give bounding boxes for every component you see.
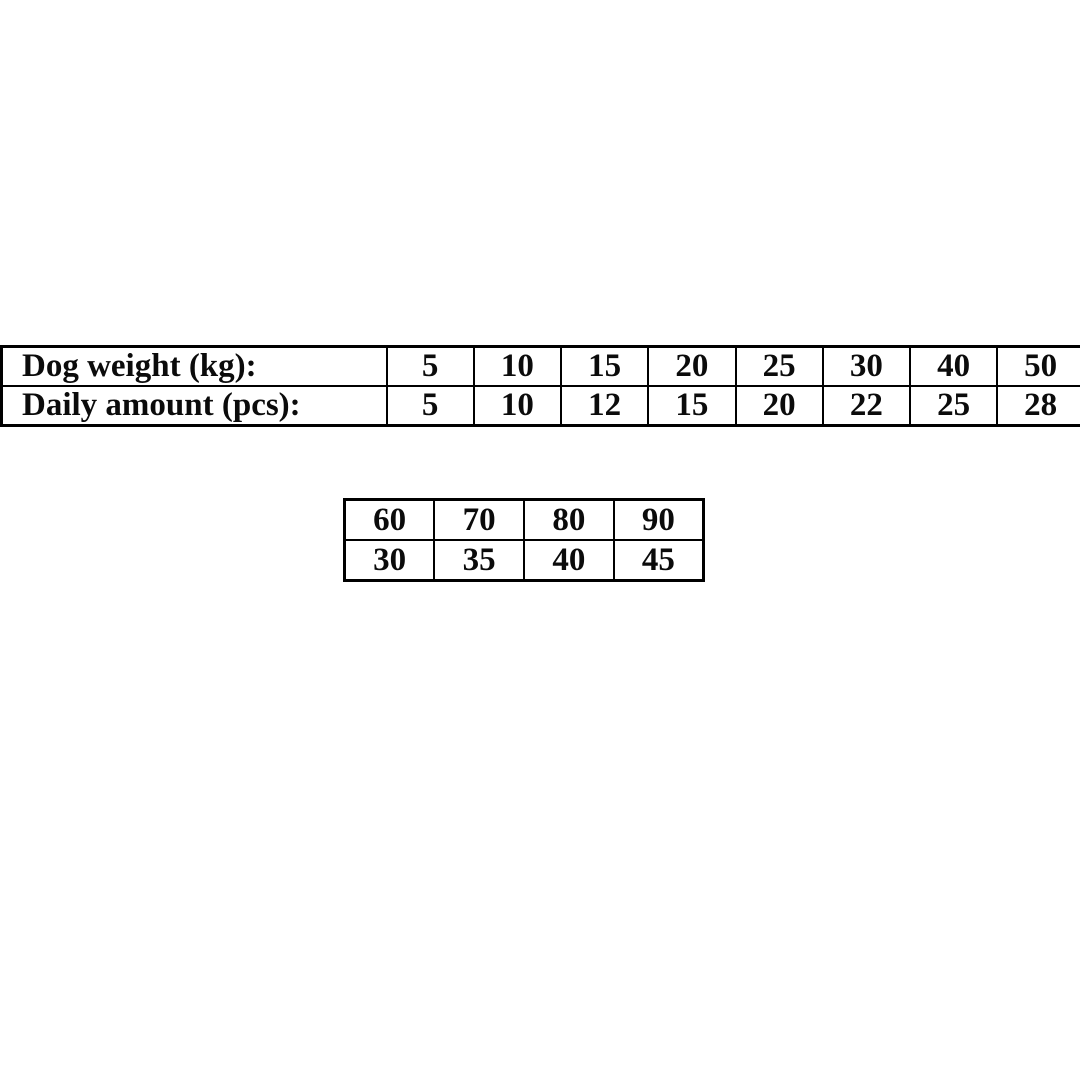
table-cell: 20 (647, 345, 737, 387)
table-row-dog-weight: Dog weight (kg): 5 10 15 20 25 30 40 50 (0, 345, 1080, 387)
dog-weight-table: Dog weight (kg): 5 10 15 20 25 30 40 50 … (0, 345, 1080, 427)
table-cell: 10 (472, 385, 563, 427)
table-cell: 30 (821, 345, 912, 387)
table-cell: 15 (647, 385, 737, 427)
table-cell: 50 (996, 345, 1080, 387)
table-cell: 40 (523, 539, 615, 582)
table-cell: 25 (908, 385, 999, 427)
table-cell: 90 (612, 498, 705, 541)
table-cell: 35 (433, 539, 525, 582)
table-row-daily-amount: Daily amount (pcs): 5 10 12 15 20 22 25 … (0, 385, 1080, 427)
row-label-daily-amount: Daily amount (pcs): (0, 385, 388, 427)
table-cell: 45 (612, 539, 705, 582)
table-cell: 10 (472, 345, 563, 387)
table-cell: 5 (385, 385, 475, 427)
table-cell: 22 (821, 385, 912, 427)
table-cell: 25 (734, 345, 824, 387)
table-row-amount-continued: 30 35 40 45 (343, 539, 705, 582)
table-cell: 40 (908, 345, 999, 387)
table-cell: 60 (343, 498, 436, 541)
table-cell: 20 (734, 385, 824, 427)
table-cell: 28 (996, 385, 1080, 427)
table-cell: 5 (385, 345, 475, 387)
table-row-weight-continued: 60 70 80 90 (343, 498, 705, 541)
table-cell: 30 (343, 539, 436, 582)
table-cell: 15 (559, 345, 650, 387)
continuation-table: 60 70 80 90 30 35 40 45 (343, 498, 705, 582)
row-label-dog-weight: Dog weight (kg): (0, 345, 388, 387)
table-cell: 12 (559, 385, 650, 427)
table-cell: 80 (523, 498, 615, 541)
table-cell: 70 (433, 498, 525, 541)
